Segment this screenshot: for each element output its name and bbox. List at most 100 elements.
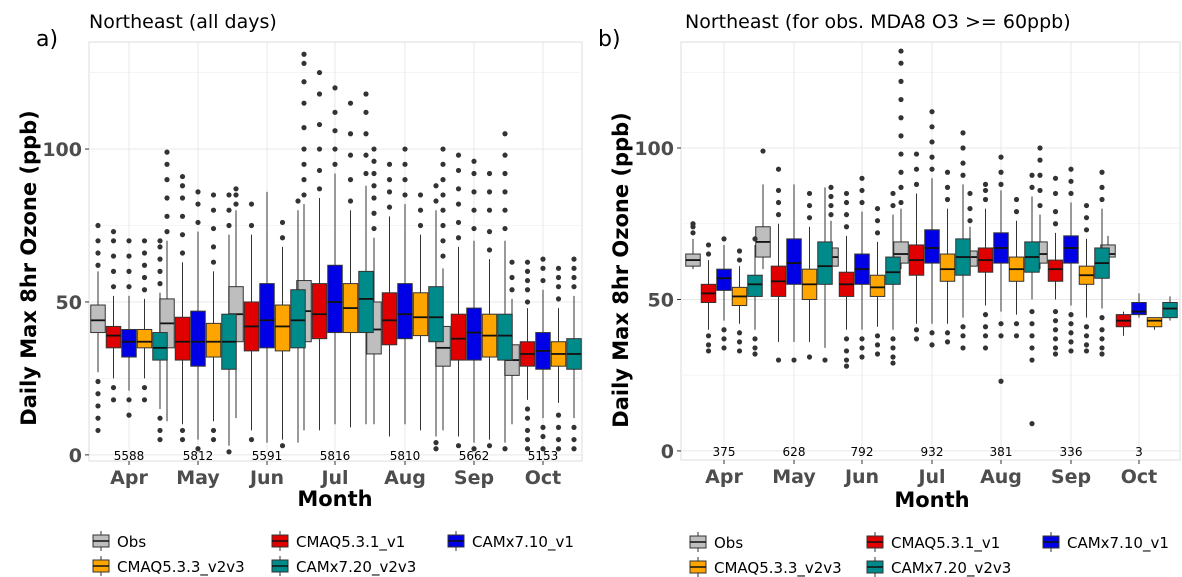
panel-b-cmaq5-3-3-v2v3-apr-outlier (736, 248, 743, 254)
panel-b-camx7-20-v2v3-aug-outlier (1029, 357, 1035, 363)
panel-a-obs-jun-outlier (233, 192, 239, 198)
panel-b-cmaq5-3-3-v2v3-jun-outlier (874, 342, 881, 348)
panel-b-cmaq5-3-1-v1-jul-outlier (913, 327, 920, 333)
panel-b-cmaq5-3-3-v2v3-may-outlier (806, 215, 813, 221)
panel-b-camx7-10-v1-sep-outlier (1068, 348, 1074, 354)
panel-a-obs-apr-outlier (95, 378, 101, 385)
panel-a-title: Northeast (all days) (89, 11, 277, 33)
panel-a-camx7-10-v1-may-outlier (195, 219, 201, 226)
panel-a-cmaq5-3-3-v2v3-oct-outlier (555, 424, 562, 430)
panel-b-camx7-20-v2v3-sep-outlier (1099, 184, 1105, 190)
panel-b-obs-jul-outlier (898, 78, 904, 84)
panel-a-cmaq5-3-3-v2v3-may-outlier (210, 225, 217, 232)
panel-a-camx7-20-v2v3-apr-outlier (157, 436, 163, 443)
panel-b-cmaq5-3-3-v2v3-jun-outlier (874, 218, 881, 224)
panel-a-camx7-20-v2v3-may-outlier (226, 449, 232, 455)
panel-a-obs-may-outlier (164, 213, 170, 219)
panel-a-obs-jul-outlier (301, 125, 307, 131)
panel-b-obs-jun-outlier (828, 212, 834, 218)
panel-a-x-axis-title: Month (297, 487, 372, 511)
panel-a-cmaq5-3-1-v1-oct-outlier (524, 268, 531, 274)
panel-b-cmaq5-3-1-v1-aug-outlier (982, 345, 989, 351)
panel-a-obs-jul-outlier (301, 100, 307, 106)
panel-a-camx7-10-v1-jun-box (259, 283, 275, 349)
panel-b-cmaq5-3-1-v1-may-outlier (775, 357, 782, 363)
panel-b-cmaq5-3-1-v1-jun-outlier (843, 357, 850, 363)
panel-b-plot: 0 50 100 Apr May Jun Jul Aug Sep Oct 375 628 792 932 3… (634, 41, 1181, 488)
panel-a-cmaq5-3-3-v2v3-aug-outlier (417, 192, 424, 198)
panel-b-cmaq5-3-1-v1-jun-outlier (843, 348, 850, 354)
panel-b-camx7-20-v2v3-jun-box (885, 256, 901, 285)
panel-a-obs-jul-outlier (301, 79, 307, 85)
panel-a-camx7-20-v2v3-oct-outlier (571, 436, 577, 443)
panel-b-camx7-10-v1-sep-outlier (1068, 321, 1074, 327)
panel-b-camx7-20-v2v3-apr-outlier (752, 351, 758, 357)
panel-a-cmaq5-3-3-v2v3-apr-outlier (141, 274, 148, 281)
panel-b-sample-count-apr: 375 (713, 445, 736, 459)
panel-a-cmaq5-3-3-v2v3-oct-outlier (555, 446, 562, 452)
panel-b-camx7-10-v1-sep-box (1063, 235, 1079, 264)
panel-b-camx7-10-v1-jul-outlier (929, 166, 935, 172)
panel-b-cmaq5-3-1-v1-apr-outlier (705, 242, 712, 248)
panel-a-camx7-10-v1-sep-outlier (471, 225, 477, 232)
panel-b-camx7-20-v2v3-jun-outlier (890, 345, 896, 351)
panel-a-camx7-20-v2v3-jul-outlier (363, 91, 369, 97)
panel-b-cmaq5-3-1-v1-jul-outlier (913, 181, 920, 187)
panel-a-obs-apr-box (90, 304, 106, 334)
panel-a-camx7-20-v2v3-sep-outlier (502, 170, 508, 177)
panel-b-camx7-10-v1-apr-outlier (721, 336, 727, 342)
panel-a-camx7-20-v2v3-apr-outlier (157, 281, 163, 287)
panel-a-obs-aug-outlier (371, 210, 377, 216)
panel-a-cmaq5-3-3-v2v3-apr-outlier (141, 384, 148, 391)
panel-a-obs-jul-outlier (301, 60, 307, 67)
panel-a-legend-key-camx7-20-v2v3 (271, 556, 289, 576)
panel-b-legend-key-cmaq5-3-3-v2v3 (689, 557, 707, 577)
panel-b-cmaq5-3-3-v2v3-jun-outlier (874, 351, 881, 357)
panel-a-camx7-10-v1-oct-outlier (540, 446, 546, 452)
panel-a-cmaq5-3-3-v2v3-apr-outlier (141, 262, 148, 268)
panel-b-sample-count-jun: 792 (851, 445, 874, 459)
panel-a-obs-aug-outlier (371, 146, 377, 152)
panel-b-camx7-20-v2v3-aug-outlier (1029, 308, 1035, 315)
panel-a-legend: Obs CMAQ5.3.1_v1 CAMx7.10_v1 CMAQ5.3.3_v2v3… (92, 531, 574, 577)
panel-a-obs-oct-outlier (509, 259, 515, 265)
panel-a-cmaq5-3-1-v1-jul-outlier (316, 69, 323, 76)
panel-b-camx7-20-v2v3-sep-outlier (1099, 345, 1105, 351)
panel-a-camx7-20-v2v3-sep-outlier (502, 131, 508, 137)
panel-a-obs-sep-outlier (440, 222, 446, 229)
panel-a-cmaq5-3-3-v2v3-jul-outlier (347, 177, 354, 183)
panel-a-cmaq5-3-3-v2v3-jul-outlier (347, 100, 354, 106)
panel-a-cmaq5-3-1-v1-sep-outlier (455, 186, 462, 192)
panel-b-obs-sep-outlier (1037, 187, 1043, 194)
panel-a-cmaq5-3-3-v2v3-sep-outlier (486, 229, 493, 235)
panel-b-obs-sep-outlier (1037, 145, 1043, 151)
panel-a-camx7-10-v1-apr-outlier (126, 253, 132, 259)
panel-b-cmaq5-3-1-v1-sep-outlier (1052, 175, 1059, 181)
panel-a-camx7-20-v2v3-aug-box (428, 286, 444, 343)
panel-b-x-tick-label-apr: Apr (705, 466, 743, 488)
panel-a-cmaq5-3-1-v1-oct-outlier (524, 446, 531, 452)
panel-b-x-tick-label-sep: Sep (1051, 466, 1091, 488)
panel-a-cmaq5-3-1-v1-oct-outlier (524, 287, 531, 293)
panel-a-cmaq5-3-1-v1-jun-outlier (248, 201, 255, 207)
panel-b-cmaq5-3-1-v1-aug-outlier (982, 324, 989, 330)
panel-b-camx7-10-v1-may-box (786, 238, 802, 285)
panel-a-camx7-10-v1-jul-box (327, 264, 343, 334)
panel-a-cmaq5-3-1-v1-sep-outlier (455, 235, 462, 241)
panel-b-x-tick-label-may: May (772, 466, 816, 488)
panel-a-x-tick-label-aug: Aug (384, 467, 426, 489)
panel-b-camx7-10-v1-apr-box (716, 268, 732, 291)
panel-a-cmaq5-3-1-v1-apr-outlier (110, 397, 117, 403)
panel-a-camx7-20-v2v3-sep-box (497, 313, 513, 361)
panel-a-cmaq5-3-3-v2v3-sep-outlier (486, 207, 493, 213)
panel-b-x-tick-label-jun: Jun (843, 466, 879, 488)
panel-b-camx7-10-v1-jun-outlier (859, 175, 865, 181)
panel-a-camx7-20-v2v3-sep-outlier (502, 207, 508, 213)
panel-b-obs-sep-outlier (1037, 202, 1043, 209)
panel-b-camx7-10-v1-sep-outlier (1068, 190, 1074, 197)
panel-b-obs-jun-outlier (828, 193, 834, 200)
panel-a-y-tick-label: 100 (42, 139, 82, 161)
panel-b-y-tick-label: 50 (648, 289, 674, 311)
panel-a-cmaq5-3-3-v2v3-oct-outlier (555, 412, 562, 418)
panel-a-cmaq5-3-1-v1-oct-outlier (524, 427, 531, 434)
